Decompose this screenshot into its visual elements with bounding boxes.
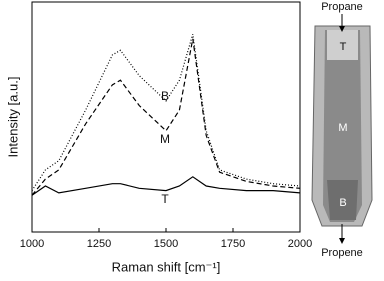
x-tick-label: 1500 — [154, 238, 178, 250]
reactor-photo — [311, 14, 373, 244]
photo-top-label: Propane — [321, 1, 363, 13]
x-tick-label: 1750 — [221, 238, 245, 250]
series-label: M — [160, 132, 170, 146]
x-axis-title: Raman shift [cm⁻¹] — [112, 259, 221, 274]
series-line — [31, 34, 301, 191]
photo-bottom-label: Propene — [321, 247, 363, 259]
x-tick-label: 1000 — [20, 238, 44, 250]
photo-zone-label: M — [338, 122, 347, 134]
series-line — [31, 38, 301, 196]
series-line — [31, 176, 301, 196]
x-tick-label: 1250 — [87, 238, 111, 250]
series-label: T — [161, 192, 169, 206]
x-tick-label: 2000 — [288, 238, 312, 250]
series-label: B — [161, 89, 169, 103]
y-axis-title: Intensity [a.u.] — [5, 77, 20, 158]
photo-zone-label: T — [340, 41, 347, 53]
photo-zone-label: B — [339, 197, 346, 209]
